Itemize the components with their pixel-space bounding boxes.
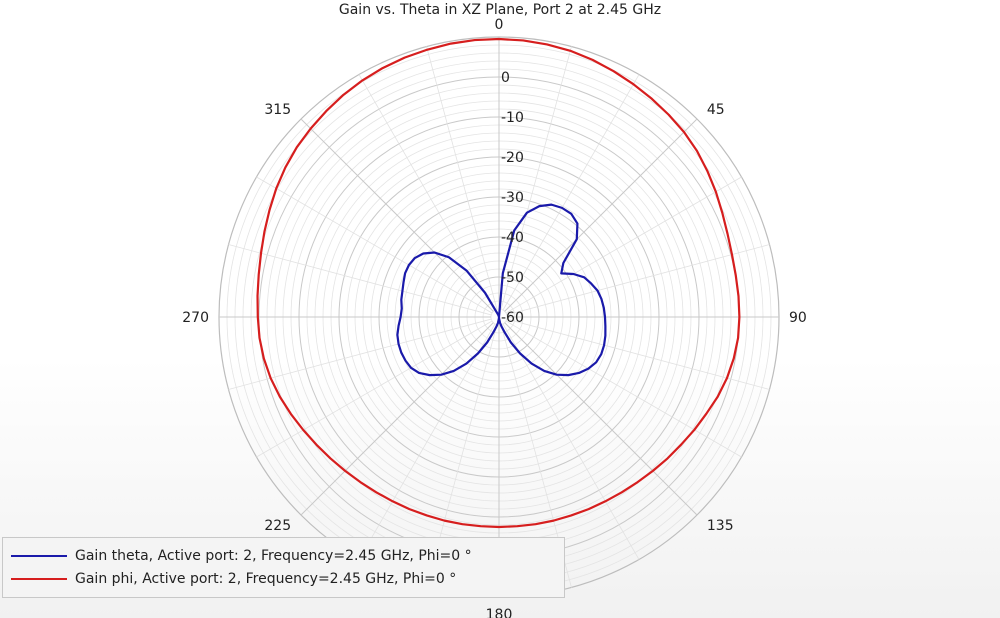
angular-grid-major (300, 118, 494, 312)
angular-tick-label: 45 (707, 102, 725, 118)
angular-grid-major (300, 322, 494, 516)
legend-entry-gain-theta: Gain theta, Active port: 2, Frequency=2.… (11, 546, 472, 566)
legend-swatch-gain-theta (11, 555, 67, 557)
angular-grid-minor (358, 323, 496, 560)
legend-label-gain-phi: Gain phi, Active port: 2, Frequency=2.45… (75, 571, 457, 587)
angular-grid-minor (505, 320, 742, 458)
angular-grid-minor (506, 318, 770, 390)
series-gain-phi (256, 37, 741, 529)
legend-label-gain-theta: Gain theta, Active port: 2, Frequency=2.… (75, 548, 472, 564)
angular-grid-major (504, 322, 698, 516)
angular-tick-label: 270 (182, 310, 209, 326)
radial-tick-label: 0 (501, 70, 510, 86)
tick-labels: 0 45 90 135 180 225 270 315 0 -10 -20 -30 -40 -50 -60 (182, 17, 807, 618)
legend: Gain theta, Active port: 2, Frequency=2.… (2, 537, 565, 598)
series-gain-theta (396, 203, 607, 377)
radial-tick-label: -10 (501, 110, 524, 126)
angular-grid-minor (500, 46, 572, 310)
angular-grid-minor (426, 46, 498, 310)
angular-grid-minor (502, 74, 640, 311)
angular-tick-label: 315 (264, 102, 291, 118)
angular-grid-minor (256, 176, 493, 314)
angular-grid-minor (506, 244, 770, 316)
radial-tick-label: -30 (501, 190, 524, 206)
angular-tick-label: 135 (707, 518, 734, 534)
angular-grid-minor (228, 244, 492, 316)
angular-tick-label: 180 (486, 607, 513, 618)
legend-entry-gain-phi: Gain phi, Active port: 2, Frequency=2.45… (11, 569, 456, 589)
angular-tick-label: 90 (789, 310, 807, 326)
angular-grid-major (504, 118, 698, 312)
radial-tick-label: -20 (501, 150, 524, 166)
radial-tick-label: -60 (501, 310, 524, 326)
radial-tick-label: -50 (501, 270, 524, 286)
radial-tick-label: -40 (501, 230, 524, 246)
angular-grid-minor (228, 318, 492, 390)
angular-grid-minor (502, 323, 640, 560)
series-layer (256, 37, 741, 529)
legend-swatch-gain-phi (11, 578, 67, 580)
angular-grid-minor (256, 320, 493, 458)
angular-tick-label: 0 (495, 17, 504, 33)
angular-tick-label: 225 (264, 518, 291, 534)
chart-title: Gain vs. Theta in XZ Plane, Port 2 at 2.… (338, 2, 662, 18)
angular-grid-minor (505, 176, 742, 314)
angular-grid-minor (358, 74, 496, 311)
